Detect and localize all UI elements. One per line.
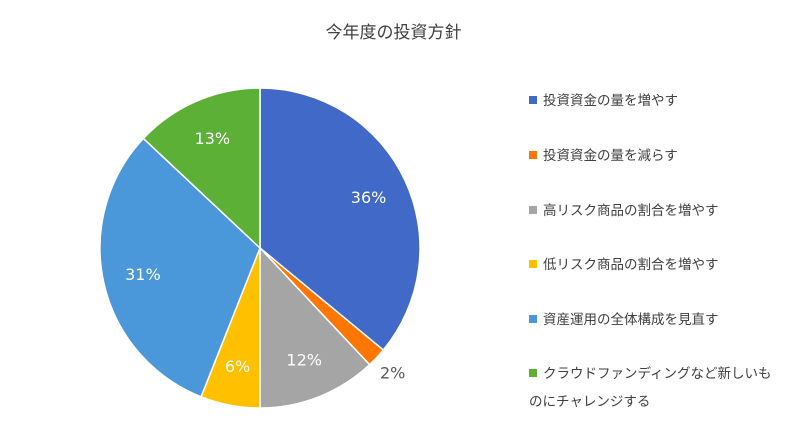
legend-label: 投資資金の量を増やす xyxy=(543,93,678,109)
pie-slice xyxy=(259,246,371,409)
legend-swatch xyxy=(529,206,537,214)
data-label: 31% xyxy=(125,265,161,284)
legend-item: 投資資金の量を減らす xyxy=(529,142,779,170)
legend-label: 低リスク商品の割合を増やす xyxy=(543,257,719,273)
pie-slice xyxy=(99,137,261,398)
legend-swatch xyxy=(529,96,537,104)
legend-item: 投資資金の量を増やす xyxy=(529,87,779,115)
legend-item: 資産運用の全体構成を見直す xyxy=(529,306,779,334)
legend-swatch xyxy=(529,369,537,377)
data-label: 2% xyxy=(380,364,405,383)
legend-label: 資産運用の全体構成を見直す xyxy=(543,312,719,328)
pie-slice xyxy=(142,87,261,250)
legend-item: 低リスク商品の割合を増やす xyxy=(529,251,779,279)
legend-item: 高リスク商品の割合を増やす xyxy=(529,197,779,225)
pie-slice xyxy=(259,87,421,352)
data-label: 6% xyxy=(225,357,250,376)
data-label: 12% xyxy=(286,351,322,370)
data-label: 36% xyxy=(351,188,387,207)
legend-swatch xyxy=(529,151,537,159)
legend-swatch xyxy=(529,260,537,268)
data-label: 13% xyxy=(195,129,231,148)
legend-label: 投資資金の量を減らす xyxy=(543,148,678,164)
legend-swatch xyxy=(529,315,537,323)
legend-item: クラウドファンディングなど新しいものにチャレンジする xyxy=(529,360,779,416)
legend-label: 高リスク商品の割合を増やす xyxy=(543,203,719,219)
chart-title: 今年度の投資方針 xyxy=(325,23,462,43)
legend-label: クラウドファンディングなど新しいものにチャレンジする xyxy=(529,366,772,410)
